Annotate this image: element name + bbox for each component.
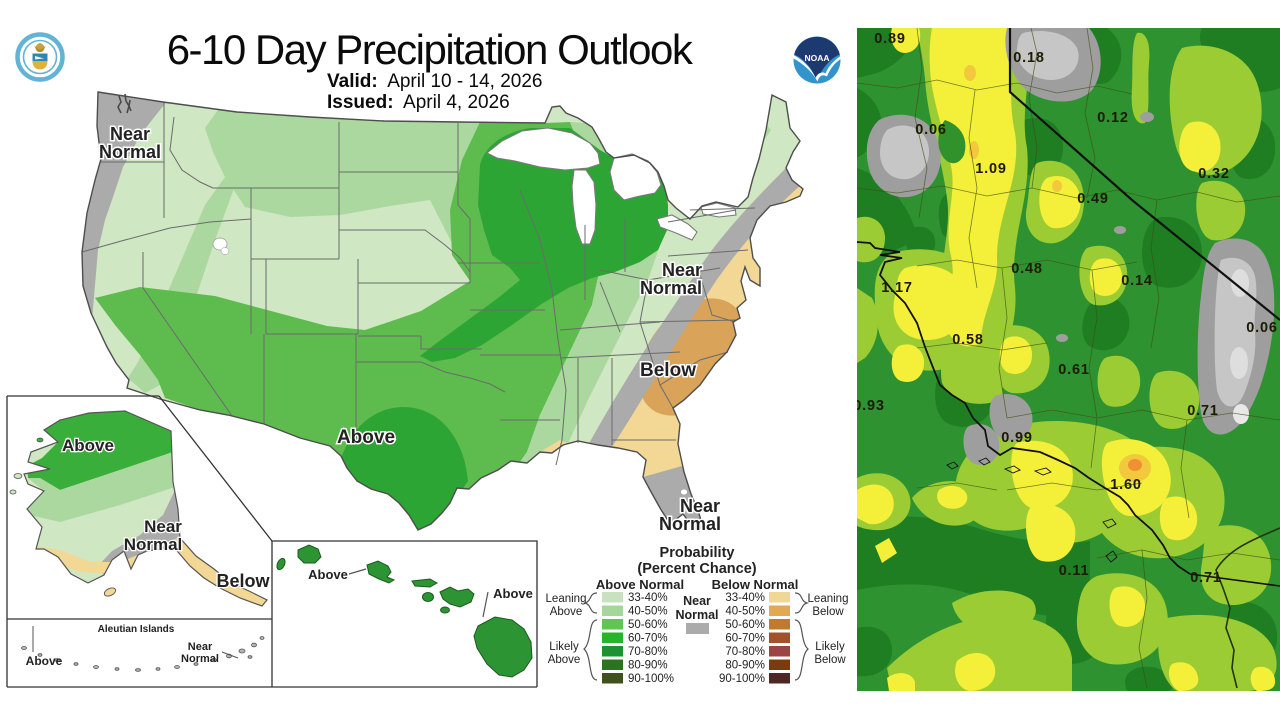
svg-text:80-90%: 80-90% (628, 660, 668, 672)
svg-text:80-90%: 80-90% (725, 660, 765, 672)
svg-text:Probability: Probability (660, 545, 735, 561)
svg-text:0.61: 0.61 (1058, 362, 1089, 378)
svg-text:0.71: 0.71 (1187, 403, 1218, 419)
svg-text:90-100%: 90-100% (628, 673, 674, 685)
svg-text:Near: Near (683, 594, 711, 608)
svg-text:0.06: 0.06 (1246, 320, 1277, 336)
svg-text:Above: Above (548, 654, 581, 666)
svg-text:0.11: 0.11 (1059, 563, 1090, 579)
svg-text:33-40%: 33-40% (628, 592, 668, 604)
svg-text:Above Normal: Above Normal (596, 577, 684, 592)
svg-text:0.06: 0.06 (915, 122, 946, 138)
svg-text:Below: Below (814, 654, 846, 666)
svg-text:Near: Near (680, 496, 720, 516)
svg-text:Above: Above (26, 654, 63, 668)
svg-text:Leaning: Leaning (808, 593, 849, 605)
svg-text:Above: Above (493, 586, 533, 601)
svg-text:Below: Below (640, 360, 696, 381)
svg-text:60-70%: 60-70% (628, 633, 668, 645)
svg-text:0.18: 0.18 (1013, 50, 1044, 66)
svg-text:Likely: Likely (549, 641, 579, 653)
svg-text:Aleutian Islands: Aleutian Islands (98, 624, 175, 635)
svg-text:1.60: 1.60 (1110, 477, 1141, 493)
svg-text:(Percent Chance): (Percent Chance) (637, 561, 756, 577)
svg-text:Likely: Likely (815, 641, 845, 653)
svg-text:1.09: 1.09 (975, 161, 1006, 177)
svg-text:0.14: 0.14 (1121, 273, 1152, 289)
svg-text:Normal: Normal (99, 142, 161, 162)
svg-text:Above: Above (62, 436, 114, 455)
svg-text:Near: Near (188, 641, 213, 653)
svg-text:50-60%: 50-60% (628, 619, 668, 631)
svg-text:NOAA: NOAA (804, 53, 829, 63)
svg-text:Leaning: Leaning (546, 593, 587, 605)
svg-text:70-80%: 70-80% (725, 646, 765, 658)
svg-text:Normal: Normal (124, 535, 183, 554)
svg-text:Below Normal: Below Normal (712, 577, 799, 592)
svg-text:Near: Near (144, 517, 182, 536)
svg-text:40-50%: 40-50% (725, 606, 765, 618)
svg-text:Above: Above (550, 606, 583, 618)
svg-text:33-40%: 33-40% (725, 592, 765, 604)
svg-text:0.99: 0.99 (1001, 430, 1032, 446)
svg-text:Normal: Normal (181, 653, 219, 665)
svg-text:60-70%: 60-70% (725, 633, 765, 645)
svg-text:1.17: 1.17 (881, 280, 912, 296)
svg-text:0.12: 0.12 (1097, 110, 1128, 126)
svg-text:Normal: Normal (675, 608, 718, 622)
svg-text:Near: Near (662, 260, 702, 280)
svg-text:Normal: Normal (659, 514, 721, 534)
svg-text:Below: Below (812, 606, 844, 618)
svg-text:Above: Above (308, 567, 348, 582)
svg-text:Normal: Normal (640, 278, 702, 298)
svg-text:0.58: 0.58 (952, 332, 983, 348)
svg-text:0.49: 0.49 (1077, 191, 1108, 207)
svg-text:90-100%: 90-100% (719, 673, 765, 685)
svg-text:0.32: 0.32 (1198, 166, 1229, 182)
svg-text:0.71: 0.71 (1190, 570, 1221, 586)
svg-text:Below: Below (216, 571, 270, 591)
svg-text:Above: Above (337, 427, 395, 448)
svg-text:Near: Near (110, 124, 150, 144)
svg-text:0.48: 0.48 (1011, 261, 1042, 277)
svg-text:0.93: 0.93 (857, 398, 885, 414)
svg-text:0.89: 0.89 (874, 31, 905, 47)
svg-text:50-60%: 50-60% (725, 619, 765, 631)
svg-text:70-80%: 70-80% (628, 646, 668, 658)
svg-text:40-50%: 40-50% (628, 606, 668, 618)
